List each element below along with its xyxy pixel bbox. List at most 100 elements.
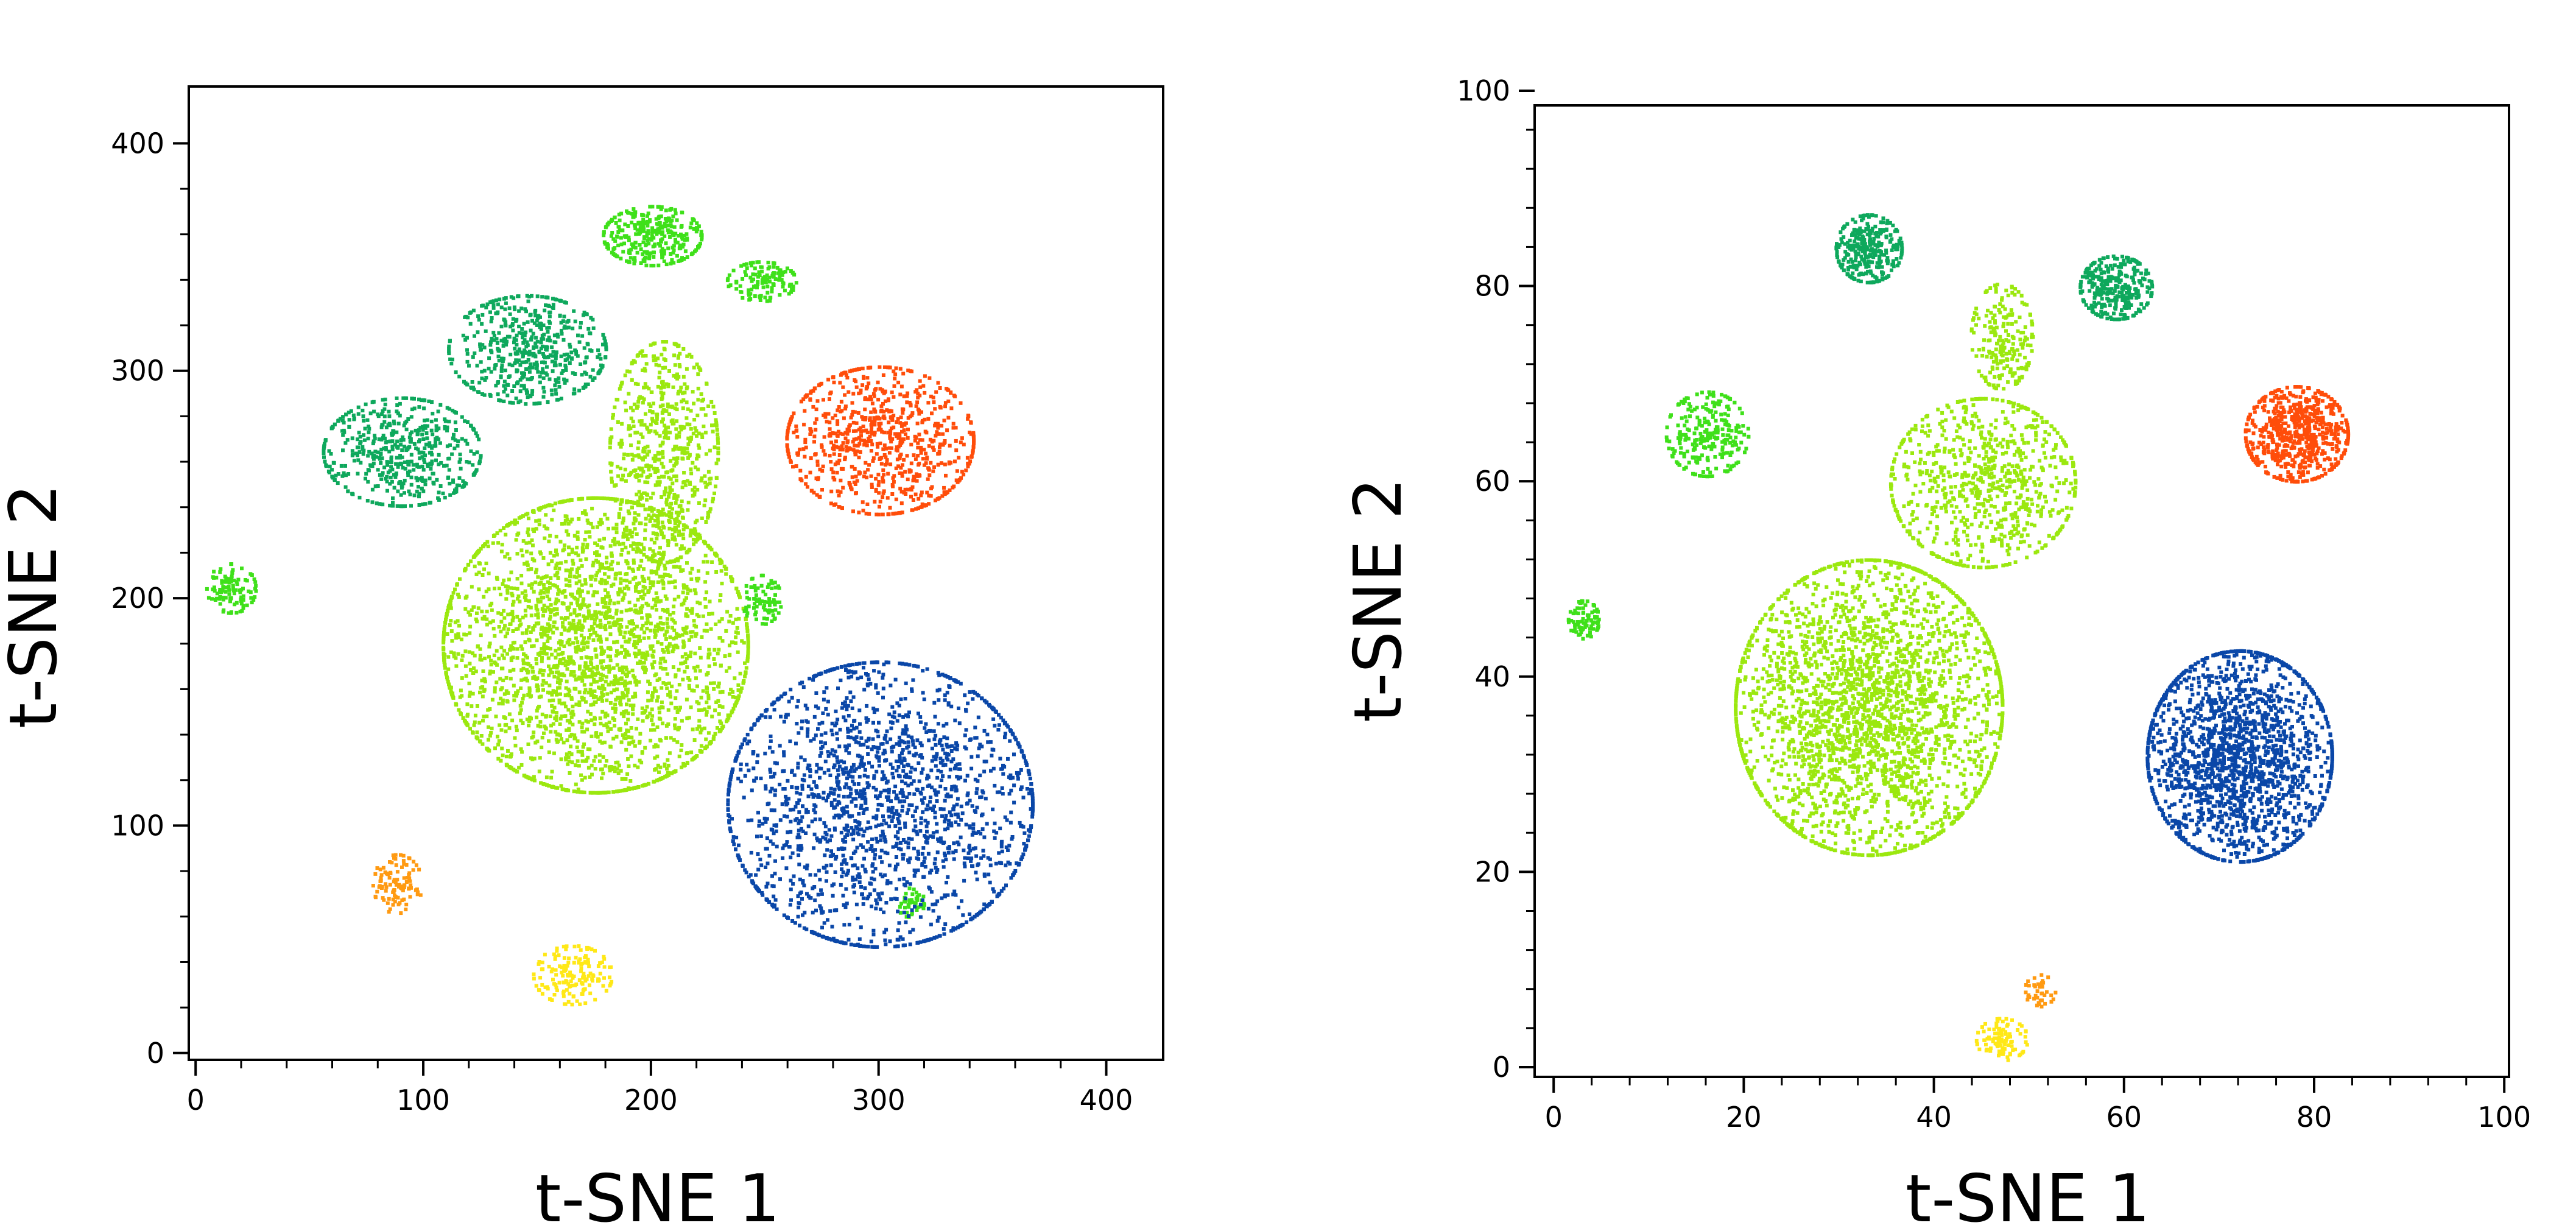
data-point [442,637,446,641]
data-point [674,501,678,505]
data-point [562,674,566,677]
data-point [560,616,563,620]
data-point [579,497,582,501]
data-point [685,238,689,242]
data-point [656,469,660,473]
data-point [672,474,676,479]
data-point [450,594,454,599]
data-point [737,694,741,698]
data-point [558,722,562,726]
data-point [672,738,676,742]
data-point [661,391,666,395]
data-point [463,719,467,724]
data-point [618,587,622,591]
data-point [566,762,570,766]
data-point [532,674,537,679]
data-point [713,732,717,736]
data-point [677,594,681,599]
data-point [656,763,660,767]
data-point [451,436,455,440]
data-point [692,365,696,370]
data-point [401,435,405,439]
data-point [449,361,454,365]
data-point [778,293,782,297]
data-point [501,344,505,348]
data-point [634,635,638,638]
data-point [640,751,644,755]
data-point [391,496,395,500]
data-point [350,492,354,496]
data-point [664,736,668,740]
data-point [641,217,646,222]
data-point [395,403,399,407]
data-point [379,477,384,481]
data-point [205,587,209,591]
data-point [593,621,597,626]
data-point [684,551,689,555]
data-point [708,507,713,511]
data-point [661,586,666,590]
data-point [529,694,533,698]
data-point [772,282,776,286]
data-point [554,718,558,722]
data-point [664,774,668,778]
data-point [547,750,551,755]
data-point [579,605,583,610]
data-point [680,544,684,548]
data-point [612,601,616,605]
data-point [523,640,527,644]
data-point [382,407,387,411]
data-point [660,255,664,259]
data-point [499,375,503,379]
data-point [491,303,496,307]
data-point [448,481,452,485]
data-point [460,658,464,662]
data-point [623,400,627,404]
data-point [598,686,602,690]
data-point [589,624,594,629]
data-point [583,538,587,541]
data-point [551,709,555,713]
data-point [716,441,720,445]
data-point [616,561,620,565]
data-point [519,644,523,648]
data-point [635,532,639,536]
data-point [526,693,530,697]
data-point [742,641,746,645]
data-point [573,736,577,741]
data-point [668,694,672,699]
data-point [583,582,588,586]
data-point [521,554,525,558]
data-point [648,519,652,523]
data-point [569,715,574,719]
data-point [645,613,649,617]
data-point [595,590,599,594]
data-point [400,448,404,453]
data-point [613,405,617,409]
data-point [689,467,693,471]
data-point [499,759,503,763]
data-point [607,664,611,668]
data-point [487,655,491,659]
data-point [514,397,518,401]
data-point [713,647,717,652]
data-point [637,479,641,483]
data-point [684,697,689,702]
data-point [661,557,665,561]
data-point [593,672,597,676]
data-point [504,597,509,601]
data-point [593,767,597,771]
data-point [599,581,604,585]
data-point [547,314,552,319]
data-point [560,702,564,706]
data-point [695,601,700,605]
data-point [689,221,694,225]
data-point [400,484,404,489]
data-point [539,589,543,593]
data-point [619,651,624,655]
data-point [674,565,678,569]
data-point [575,598,580,602]
data-point [519,763,524,767]
data-point [550,785,554,789]
data-point [366,436,370,440]
